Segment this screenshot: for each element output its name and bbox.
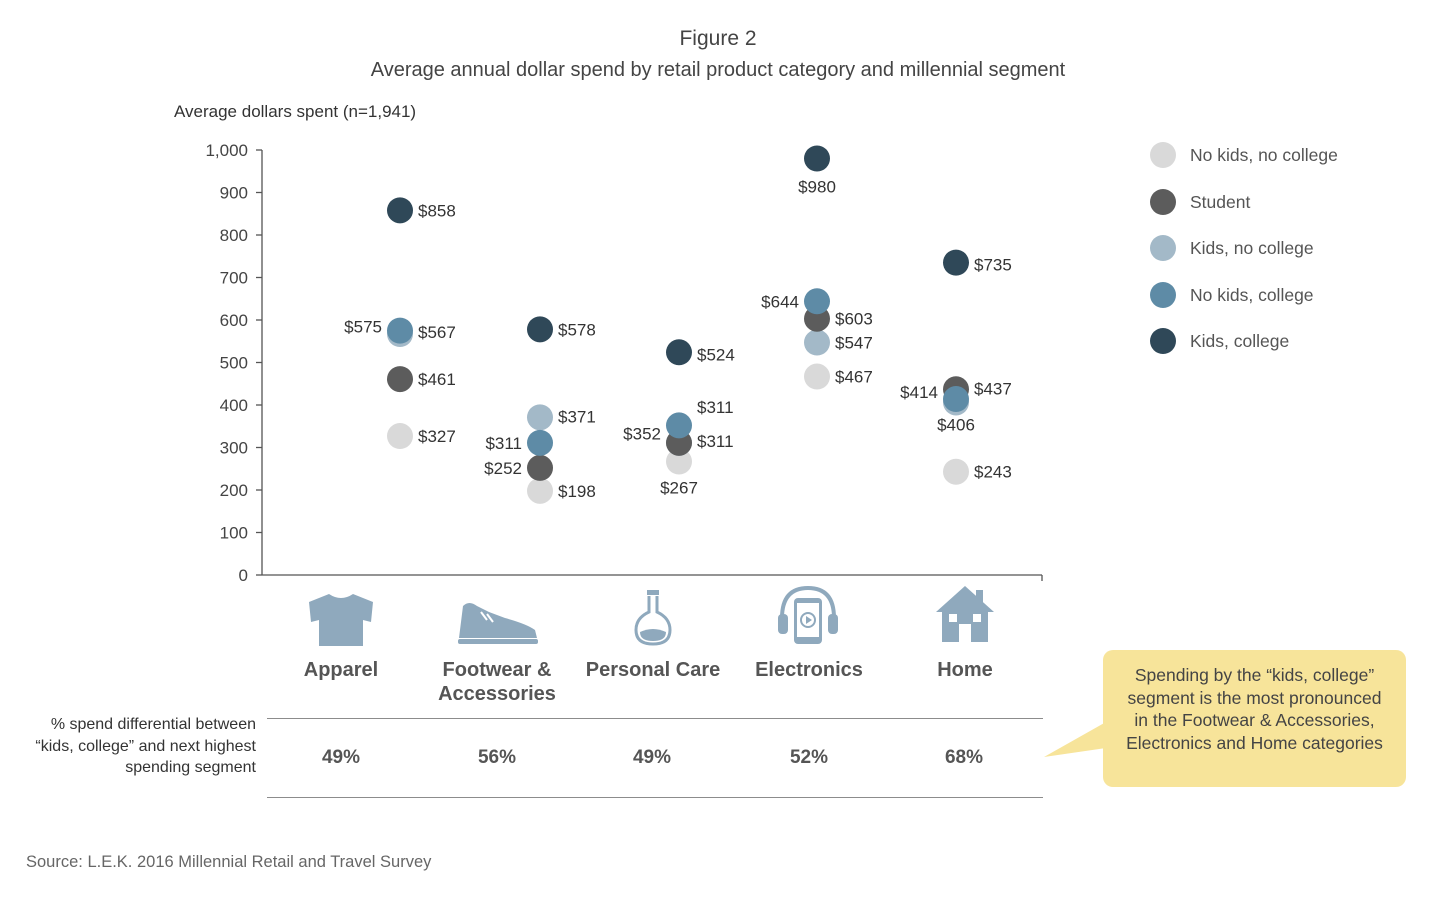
category-label-home: Home <box>937 659 993 681</box>
data-label: $858 <box>418 201 456 220</box>
scatter-chart: Average dollars spent (n=1,941) 0 100 200 3… <box>174 102 1043 585</box>
data-point <box>527 316 553 343</box>
sneaker-icon <box>458 603 538 644</box>
tablet-headphones-icon <box>778 585 838 644</box>
legend-label: No kids, no college <box>1190 145 1338 165</box>
data-point <box>387 317 413 344</box>
table-top-rule <box>267 718 1043 719</box>
differential-personal-care: 49% <box>632 747 672 768</box>
data-label: $311 <box>697 398 734 417</box>
differential-footwear: 56% <box>477 747 517 768</box>
data-point <box>666 339 692 366</box>
legend-label: Student <box>1190 191 1251 212</box>
y-tick-label: 400 <box>220 396 248 415</box>
data-point <box>804 329 830 356</box>
data-label: $352 <box>623 424 661 443</box>
y-tick-label: 0 <box>239 566 248 585</box>
figure-label: Figure 2 <box>679 27 757 50</box>
data-points <box>387 145 969 504</box>
table-bottom-rule <box>267 797 1043 798</box>
category-label-apparel: Apparel <box>303 659 379 681</box>
legend-label: Kids, no college <box>1190 238 1314 258</box>
data-point <box>527 477 553 504</box>
data-point <box>527 429 553 456</box>
data-point <box>804 288 830 315</box>
data-label: $644 <box>761 292 799 311</box>
data-point <box>666 448 692 475</box>
data-label: $198 <box>558 482 596 501</box>
data-label: $467 <box>835 368 873 387</box>
data-label: $406 <box>937 415 975 434</box>
data-label: $267 <box>660 479 698 498</box>
differential-apparel: 49% <box>321 747 361 768</box>
data-labels: $858 $575 $567 $461 $327 $578 $371 $311 $252 $198… <box>344 178 1012 501</box>
source-note: Source: L.E.K. 2016 Millennial Retail an… <box>26 853 432 871</box>
data-label: $414 <box>900 383 938 402</box>
y-tick-label: 100 <box>220 524 248 543</box>
y-tick-label: 500 <box>220 354 248 373</box>
data-point <box>387 423 413 450</box>
legend-label: No kids, college <box>1190 284 1314 305</box>
data-label: $437 <box>974 379 1012 398</box>
legend-swatch <box>1150 328 1176 354</box>
y-tick-label: 600 <box>220 311 248 330</box>
data-label: $524 <box>697 345 735 364</box>
data-point <box>943 386 969 413</box>
data-label: $311 <box>697 432 734 451</box>
data-label: $327 <box>418 427 456 446</box>
house-icon <box>936 586 994 642</box>
callout-box: Spending by the “kids, college” segment … <box>1103 650 1406 787</box>
y-tick-label: 700 <box>220 269 248 288</box>
data-point <box>387 366 413 393</box>
data-label: $243 <box>974 463 1012 482</box>
data-point <box>943 249 969 276</box>
legend-swatch <box>1150 142 1176 168</box>
data-point <box>666 412 692 439</box>
data-point <box>387 197 413 224</box>
differential-electronics: 52% <box>789 747 829 768</box>
legend-swatch <box>1150 235 1176 261</box>
data-label: $461 <box>418 370 456 389</box>
y-tick-label: 1,000 <box>205 141 248 160</box>
tshirt-icon <box>309 594 373 646</box>
axes: 0 100 200 300 400 500 600 700 800 900 1,000 <box>205 141 1043 585</box>
y-tick-label: 800 <box>220 226 248 245</box>
legend-swatch <box>1150 188 1176 215</box>
category-label-personal-care: Personal Care <box>585 659 721 681</box>
data-label: $567 <box>418 323 456 342</box>
y-tick-label: 900 <box>220 184 248 203</box>
data-point <box>804 363 830 390</box>
data-label: $735 <box>974 256 1012 275</box>
differential-home: 68% <box>944 747 984 768</box>
data-label: $578 <box>558 320 596 339</box>
data-label: $252 <box>484 459 522 478</box>
differential-row-label: % spend differential between “kids, coll… <box>35 716 256 776</box>
data-label: $603 <box>835 310 873 329</box>
category-label-footwear: Footwear & Accessories <box>438 659 556 705</box>
data-label: $371 <box>558 407 596 426</box>
y-tick-label: 200 <box>220 481 248 500</box>
legend-swatch <box>1150 281 1176 308</box>
data-point <box>527 404 553 431</box>
category-label-electronics: Electronics <box>755 659 863 681</box>
chart-title: Average annual dollar spend by retail pr… <box>370 59 1066 81</box>
y-axis-label: Average dollars spent (n=1,941) <box>174 102 416 121</box>
data-point <box>527 454 553 481</box>
y-tick-label: 300 <box>220 439 248 458</box>
data-point <box>943 458 969 485</box>
data-point <box>804 145 830 172</box>
data-label: $547 <box>835 334 873 353</box>
data-label: $980 <box>798 178 836 197</box>
flask-icon <box>634 590 672 646</box>
data-label: $311 <box>485 434 522 453</box>
legend-label: Kids, college <box>1190 331 1290 351</box>
data-label: $575 <box>344 318 382 337</box>
